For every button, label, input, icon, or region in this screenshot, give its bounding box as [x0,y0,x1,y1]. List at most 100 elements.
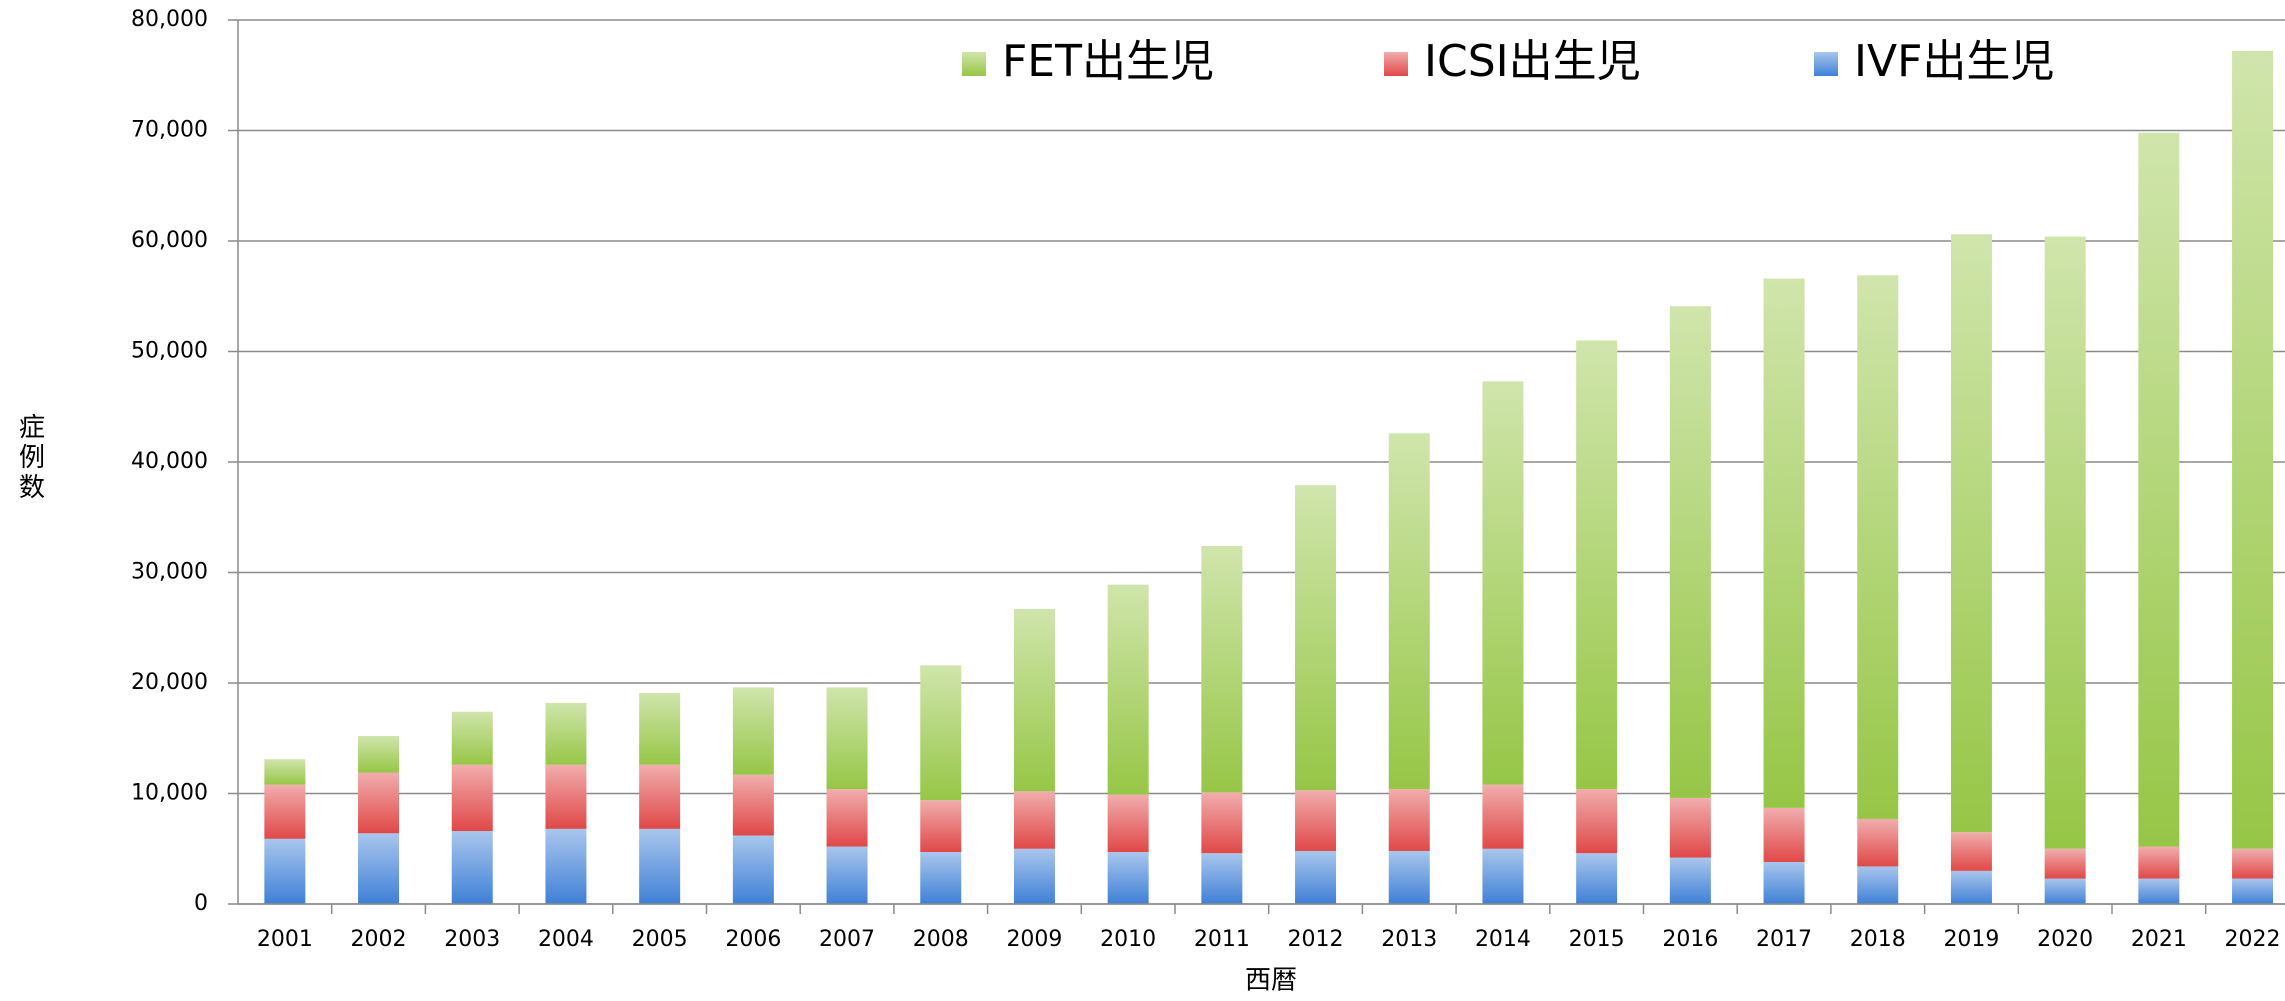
x-tick-label: 2021 [2131,927,2187,952]
legend-swatch [1384,52,1408,76]
bar-segment [639,764,681,829]
bar-segment [826,789,868,847]
x-tick-label: 2005 [632,927,688,952]
bar-segment [1857,866,1899,904]
y-tick-label: 80,000 [131,7,208,32]
bar-segment [1950,870,1992,904]
bar-segment [545,702,587,765]
bar-segment [1107,584,1149,795]
bar-segment [1388,850,1430,904]
x-axis-label: 西暦 [1245,966,1297,996]
bar-segment [1013,608,1055,792]
bar-segment [732,687,774,775]
bar-segment [264,784,306,839]
bar-segment [1295,485,1337,791]
y-tick-label: 30,000 [131,560,208,585]
x-tick-label: 2002 [351,927,407,952]
bar-segment [2044,236,2086,849]
bar-segment [545,764,587,829]
bar-segment [1857,818,1899,867]
bar-segment [826,687,868,790]
bar-segment [1763,862,1805,904]
bar-segment [2138,132,2180,847]
bar-segment [1013,848,1055,904]
legend-swatch [962,52,986,76]
bar-segment [1107,794,1149,853]
bar-segment [1669,306,1711,798]
y-tick-label: 0 [194,891,208,916]
y-tick-label: 20,000 [131,670,208,695]
bar-segment [451,764,493,832]
bar-segment [1763,807,1805,863]
x-tick-label: 2011 [1194,927,1250,952]
bar-segment [920,852,962,904]
bar-segment [1576,340,1618,790]
bar-segment [1576,789,1618,854]
bar-segment [2232,50,2274,849]
y-tick-label: 10,000 [131,781,208,806]
bar-segment [1201,792,1243,854]
bar-segment [1576,853,1618,904]
x-tick-label: 2007 [819,927,875,952]
bar-segment [2044,848,2086,879]
bar-segment [1669,857,1711,904]
bar-segment [1295,790,1337,851]
bar-segment [639,692,681,765]
bar-segment [1857,275,1899,819]
bar-segment [545,828,587,904]
y-tick-label: 60,000 [131,228,208,253]
y-axis-label: 症例数 [15,413,45,503]
bar-segment [1013,791,1055,849]
bar-segment [358,833,400,904]
bar-segment [2044,878,2086,904]
bar-segment [1669,797,1711,858]
legend-label: IVF出生児 [1854,36,2054,87]
bar-segment [732,774,774,836]
bar-segment [358,772,400,834]
x-tick-label: 2009 [1006,927,1062,952]
legend-swatch [1814,52,1838,76]
legend-label: ICSI出生児 [1424,36,1641,87]
bar-segment [920,665,962,801]
x-tick-label: 2004 [538,927,594,952]
bar-segment [264,838,306,904]
bar-segment [920,800,962,853]
bar-segment [826,846,868,904]
x-tick-label: 2006 [725,927,781,952]
bar-segment [732,835,774,904]
bar-segment [1482,381,1524,785]
bar-segment [451,711,493,765]
x-tick-label: 2020 [2037,927,2093,952]
bar-segment [2138,878,2180,904]
y-tick-label: 50,000 [131,339,208,364]
bar-segment [358,736,400,773]
bar-segment [1763,278,1805,808]
bar-segment [1295,850,1337,904]
bar-segment [1107,852,1149,904]
bar-segment [2138,846,2180,879]
bar-segment [451,831,493,904]
x-tick-label: 2017 [1756,927,1812,952]
bar-segment [2232,878,2274,904]
x-tick-label: 2012 [1288,927,1344,952]
x-tick-label: 2013 [1381,927,1437,952]
x-tick-label: 2014 [1475,927,1531,952]
bar-segment [264,759,306,785]
x-tick-label: 2008 [913,927,969,952]
bar-segment [1201,545,1243,793]
x-tick-label: 2001 [257,927,313,952]
x-tick-label: 2003 [444,927,500,952]
bar-segment [639,828,681,904]
x-tick-label: 2022 [2225,927,2281,952]
bar-segment [1201,853,1243,904]
x-tick-label: 2015 [1569,927,1625,952]
bar-segment [1950,832,1992,871]
x-tick-label: 2016 [1662,927,1718,952]
bar-segment [1388,433,1430,790]
bar-segment [1950,234,1992,833]
y-tick-label: 70,000 [131,118,208,143]
y-tick-label: 40,000 [131,449,208,474]
bar-segment [1388,789,1430,851]
bar-segment [1482,848,1524,904]
x-tick-label: 2010 [1100,927,1156,952]
